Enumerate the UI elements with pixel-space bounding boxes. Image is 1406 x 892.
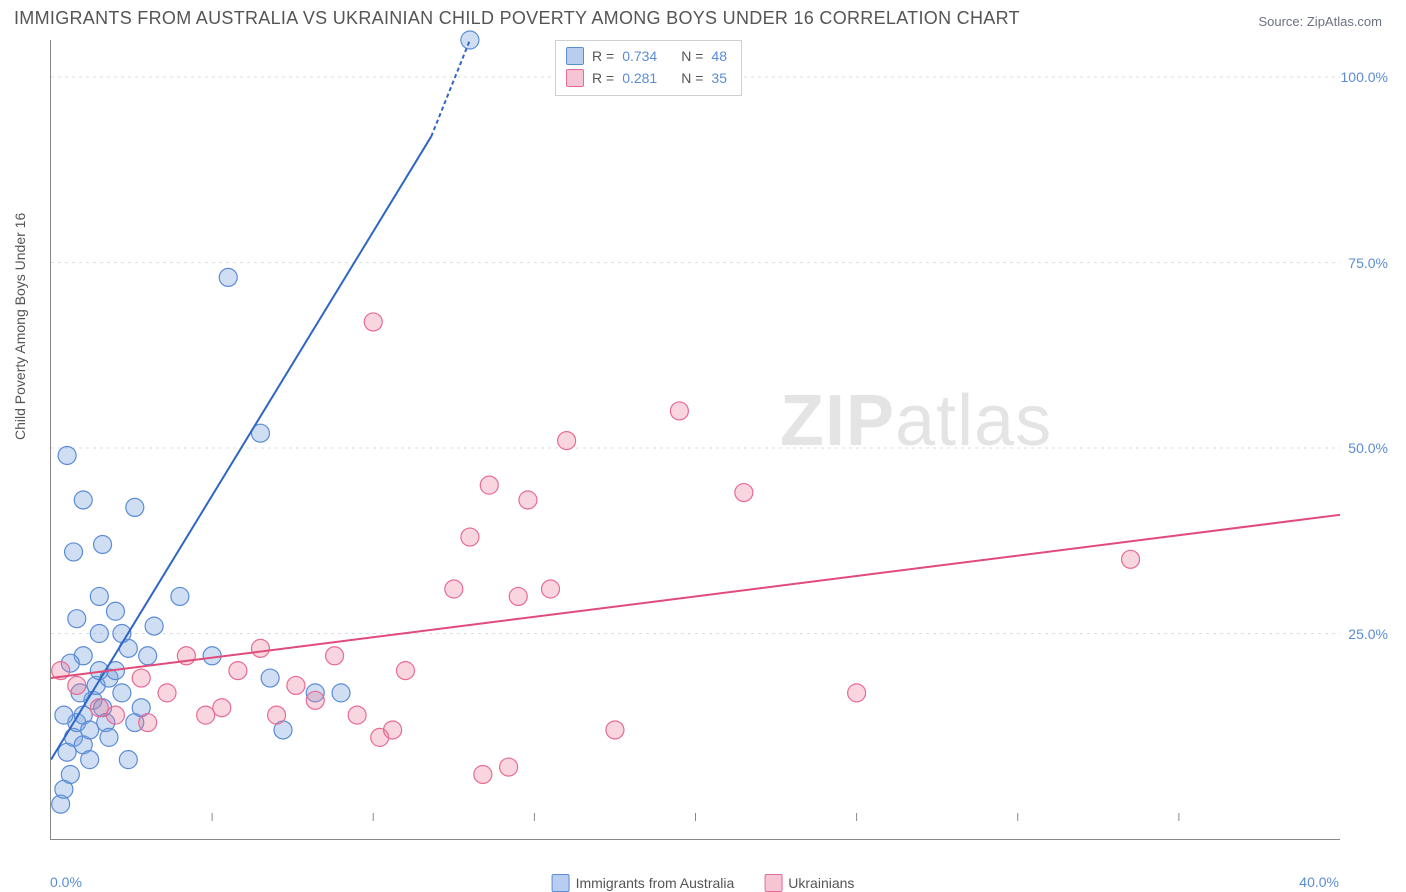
point-s2 xyxy=(348,706,366,724)
point-s2 xyxy=(509,587,527,605)
swatch-s2 xyxy=(566,69,584,87)
legend-bottom: Immigrants from Australia Ukrainians xyxy=(552,874,855,892)
point-s2 xyxy=(558,432,576,450)
point-s1 xyxy=(332,684,350,702)
point-s2 xyxy=(68,676,86,694)
n-value-s1: 48 xyxy=(711,48,727,64)
point-s1 xyxy=(219,268,237,286)
point-s2 xyxy=(213,699,231,717)
n-label: N = xyxy=(681,70,703,86)
point-s2 xyxy=(461,528,479,546)
point-s2 xyxy=(445,580,463,598)
point-s1 xyxy=(139,647,157,665)
point-s1 xyxy=(65,543,83,561)
chart-title: IMMIGRANTS FROM AUSTRALIA VS UKRAINIAN C… xyxy=(14,8,1020,29)
point-s2 xyxy=(480,476,498,494)
point-s1 xyxy=(106,602,124,620)
legend-swatch-s2 xyxy=(764,874,782,892)
point-s1 xyxy=(81,751,99,769)
point-s2 xyxy=(106,706,124,724)
stats-row-s2: R = 0.281 N = 35 xyxy=(566,67,727,89)
legend-item-s1: Immigrants from Australia xyxy=(552,874,735,892)
point-s1 xyxy=(126,498,144,516)
point-s1 xyxy=(90,587,108,605)
point-s2 xyxy=(139,714,157,732)
point-s1 xyxy=(74,491,92,509)
chart-svg xyxy=(51,40,1340,839)
point-s2 xyxy=(197,706,215,724)
point-s2 xyxy=(384,721,402,739)
n-label: N = xyxy=(681,48,703,64)
point-s2 xyxy=(251,639,269,657)
point-s2 xyxy=(848,684,866,702)
point-s2 xyxy=(670,402,688,420)
y-tick-label: 100.0% xyxy=(1341,69,1388,85)
point-s2 xyxy=(158,684,176,702)
point-s2 xyxy=(519,491,537,509)
point-s2 xyxy=(606,721,624,739)
point-s2 xyxy=(735,484,753,502)
point-s1 xyxy=(68,610,86,628)
y-tick-label: 50.0% xyxy=(1348,440,1388,456)
point-s1 xyxy=(113,684,131,702)
point-s1 xyxy=(261,669,279,687)
plot-area xyxy=(50,40,1340,840)
x-tick-label: 0.0% xyxy=(50,874,82,890)
legend-label-s2: Ukrainians xyxy=(788,875,854,891)
point-s1 xyxy=(100,728,118,746)
r-label: R = xyxy=(592,48,614,64)
point-s2 xyxy=(132,669,150,687)
stats-legend: R = 0.734 N = 48 R = 0.281 N = 35 xyxy=(555,40,742,96)
point-s2 xyxy=(90,699,108,717)
point-s2 xyxy=(364,313,382,331)
trendline-s1-dash xyxy=(431,40,470,136)
y-tick-label: 75.0% xyxy=(1348,255,1388,271)
legend-item-s2: Ukrainians xyxy=(764,874,854,892)
point-s1 xyxy=(55,706,73,724)
point-s1 xyxy=(94,535,112,553)
point-s2 xyxy=(541,580,559,598)
source-prefix: Source: xyxy=(1258,14,1306,29)
point-s1 xyxy=(145,617,163,635)
point-s2 xyxy=(229,662,247,680)
point-s2 xyxy=(306,691,324,709)
point-s2 xyxy=(396,662,414,680)
source-link[interactable]: ZipAtlas.com xyxy=(1307,14,1382,29)
point-s1 xyxy=(203,647,221,665)
trendline-s2 xyxy=(51,515,1340,678)
point-s1 xyxy=(81,721,99,739)
point-s2 xyxy=(326,647,344,665)
y-tick-label: 25.0% xyxy=(1348,626,1388,642)
r-label: R = xyxy=(592,70,614,86)
point-s2 xyxy=(1122,550,1140,568)
r-value-s2: 0.281 xyxy=(622,70,657,86)
point-s2 xyxy=(474,765,492,783)
r-value-s1: 0.734 xyxy=(622,48,657,64)
point-s1 xyxy=(58,446,76,464)
point-s1 xyxy=(61,765,79,783)
legend-label-s1: Immigrants from Australia xyxy=(576,875,735,891)
swatch-s1 xyxy=(566,47,584,65)
point-s1 xyxy=(119,751,137,769)
point-s1 xyxy=(171,587,189,605)
source-label: Source: ZipAtlas.com xyxy=(1258,14,1382,29)
n-value-s2: 35 xyxy=(711,70,727,86)
y-axis-label: Child Poverty Among Boys Under 16 xyxy=(12,213,28,440)
point-s1 xyxy=(90,625,108,643)
point-s2 xyxy=(500,758,518,776)
x-tick-label: 40.0% xyxy=(1299,874,1339,890)
stats-row-s1: R = 0.734 N = 48 xyxy=(566,45,727,67)
point-s2 xyxy=(268,706,286,724)
legend-swatch-s1 xyxy=(552,874,570,892)
point-s2 xyxy=(287,676,305,694)
